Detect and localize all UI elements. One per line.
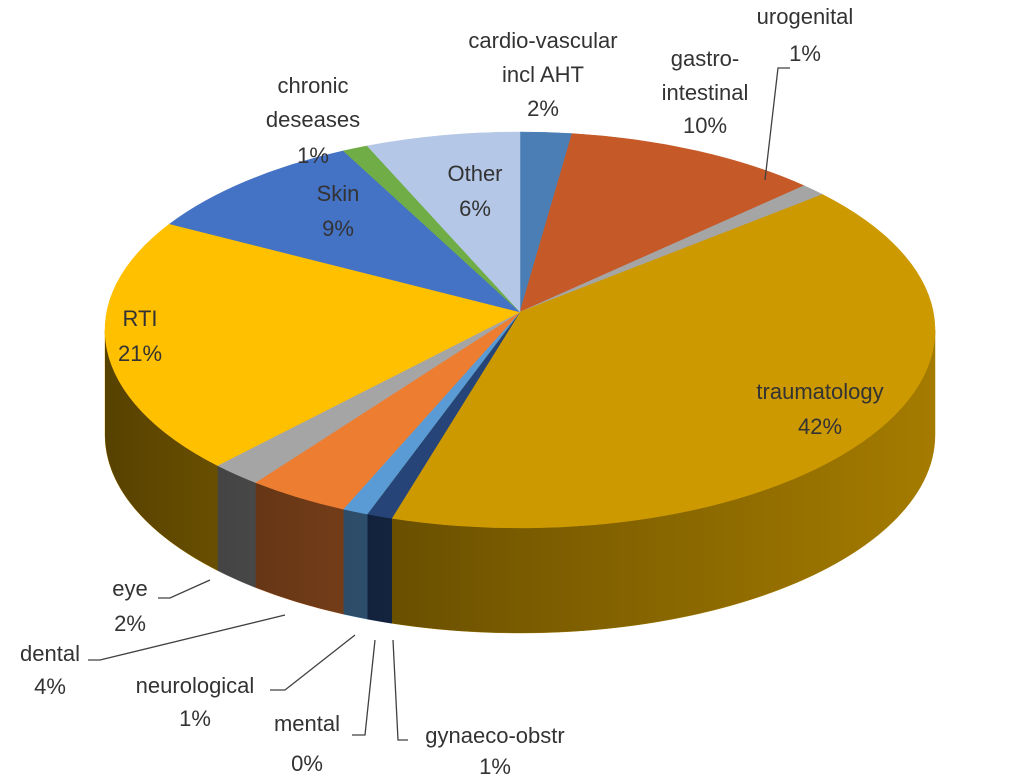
slice-label: chronic deseases [266, 73, 360, 132]
pie-sides [104, 329, 936, 634]
slice-label: Other [447, 161, 502, 186]
slice-label: RTI [122, 306, 157, 331]
slice-label: cardio-vascular incl AHT [468, 28, 617, 87]
leader-line [352, 639, 376, 736]
slice-value-label: 2% [114, 611, 146, 636]
leader-line [158, 579, 211, 599]
slice-value-label: 1% [179, 706, 211, 731]
slice [391, 194, 936, 529]
slice-value-label: 1% [789, 41, 821, 66]
slice [366, 131, 521, 313]
slice-label: gynaeco-obstr [425, 723, 564, 748]
slice-value-label: 10% [683, 113, 727, 138]
slice-label: traumatology [756, 379, 883, 404]
side-shading [105, 330, 935, 633]
pie-tops [104, 131, 936, 529]
slice [519, 133, 805, 313]
slice-value-label: 0% [291, 751, 323, 776]
slice [104, 223, 521, 466]
slice-value-label: 21% [118, 341, 162, 366]
slice-value-label: 1% [297, 143, 329, 168]
slice-label: eye [112, 576, 147, 601]
slice-label: neurological [136, 673, 255, 698]
leader-line [764, 67, 790, 181]
labels: cardio-vascular incl AHT 2% gastro-intestin… [20, 4, 884, 779]
leader-line [88, 614, 286, 661]
slice-label: urogenital [757, 4, 854, 29]
slice-value-label: 4% [34, 674, 66, 699]
slice-value-label: 6% [459, 196, 491, 221]
leader-line [392, 639, 408, 741]
leader-line [270, 634, 356, 691]
slice-value-label: 2% [527, 96, 559, 121]
slice-value-label: 9% [322, 216, 354, 241]
slice-label: gastro-intestinal [662, 46, 749, 105]
slice [169, 150, 521, 313]
slice-label: dental [20, 641, 80, 666]
slice-label: mental [274, 711, 340, 736]
slice-value-label: 1% [479, 754, 511, 779]
slice-label: Skin [317, 181, 360, 206]
slice-value-label: 42% [798, 414, 842, 439]
